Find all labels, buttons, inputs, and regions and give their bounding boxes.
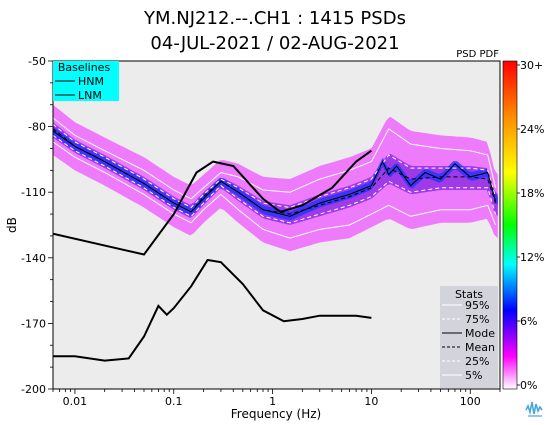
series-p5-line — [53, 141, 496, 239]
stats-legend-title: Stats — [455, 288, 483, 301]
y-tick-label: -80 — [28, 121, 46, 134]
colorbar-tick-label: 0% — [520, 379, 537, 392]
stats-legend-box — [440, 286, 498, 388]
pdf-band-outer — [53, 104, 498, 252]
y-axis-label: dB — [5, 217, 19, 233]
x-axis: 0.01 0.1 1 10 100 — [52, 389, 501, 408]
stats-legend-label: 25% — [465, 355, 489, 368]
y-tick-label: -50 — [28, 55, 46, 68]
x-tick-label: 100 — [460, 395, 481, 408]
plot-frame — [52, 60, 501, 390]
y-tick-label: -140 — [21, 252, 46, 265]
x-tick-label: 1 — [269, 395, 276, 408]
y-tick-label: -200 — [21, 383, 46, 396]
series-p95-line — [53, 117, 496, 200]
colorbar-tick-label: 24% — [520, 123, 544, 136]
colorbar-tick-label: 30+ — [520, 59, 543, 72]
y-axis: -50 -80 -110 -140 -170 -200 — [21, 55, 53, 396]
series-p25-line — [53, 134, 496, 224]
stats-legend-label: 95% — [465, 299, 489, 312]
baselines-legend-title: Baselines — [58, 61, 111, 74]
iris-logo — [524, 398, 546, 420]
baselines-legend: Baselines HNM LNM — [53, 61, 119, 102]
colorbar-tick-label: 12% — [520, 251, 544, 264]
y-tick-label: -110 — [21, 186, 46, 199]
x-tick-label: 0.01 — [63, 395, 88, 408]
colorbar-tick-label: 18% — [520, 187, 544, 200]
stats-legend-label: Mean — [465, 341, 495, 354]
lnm-legend-label: LNM — [78, 89, 102, 102]
series-p75-line — [53, 124, 496, 209]
psd-pdf-label: PSD PDF — [456, 49, 499, 60]
x-axis-label: Frequency (Hz) — [231, 407, 322, 421]
y-tick-label: -170 — [21, 317, 46, 330]
stats-legend-label: 5% — [465, 369, 482, 382]
chart-subtitle: 04-JUL-2021 / 02-AUG-2021 — [150, 33, 399, 54]
colorbar — [502, 60, 518, 390]
series-mode-line — [53, 130, 496, 217]
x-tick-label: 10 — [364, 395, 378, 408]
stats-legend-label: Mode — [465, 327, 495, 340]
hnm-legend-label: HNM — [78, 75, 104, 88]
series-lnm-line — [53, 258, 372, 362]
x-tick-label: 0.1 — [165, 395, 183, 408]
stats-legend-label: 75% — [465, 313, 489, 326]
series-hnm-line — [53, 149, 372, 256]
colorbar-tick-label: 6% — [520, 315, 537, 328]
chart-title: YM.NJ212.--.CH1 : 1415 PSDs — [143, 8, 406, 29]
series-group — [53, 117, 496, 362]
colorbar-ticks: 30+ 24% 18% 12% 6% 0% — [517, 59, 544, 392]
